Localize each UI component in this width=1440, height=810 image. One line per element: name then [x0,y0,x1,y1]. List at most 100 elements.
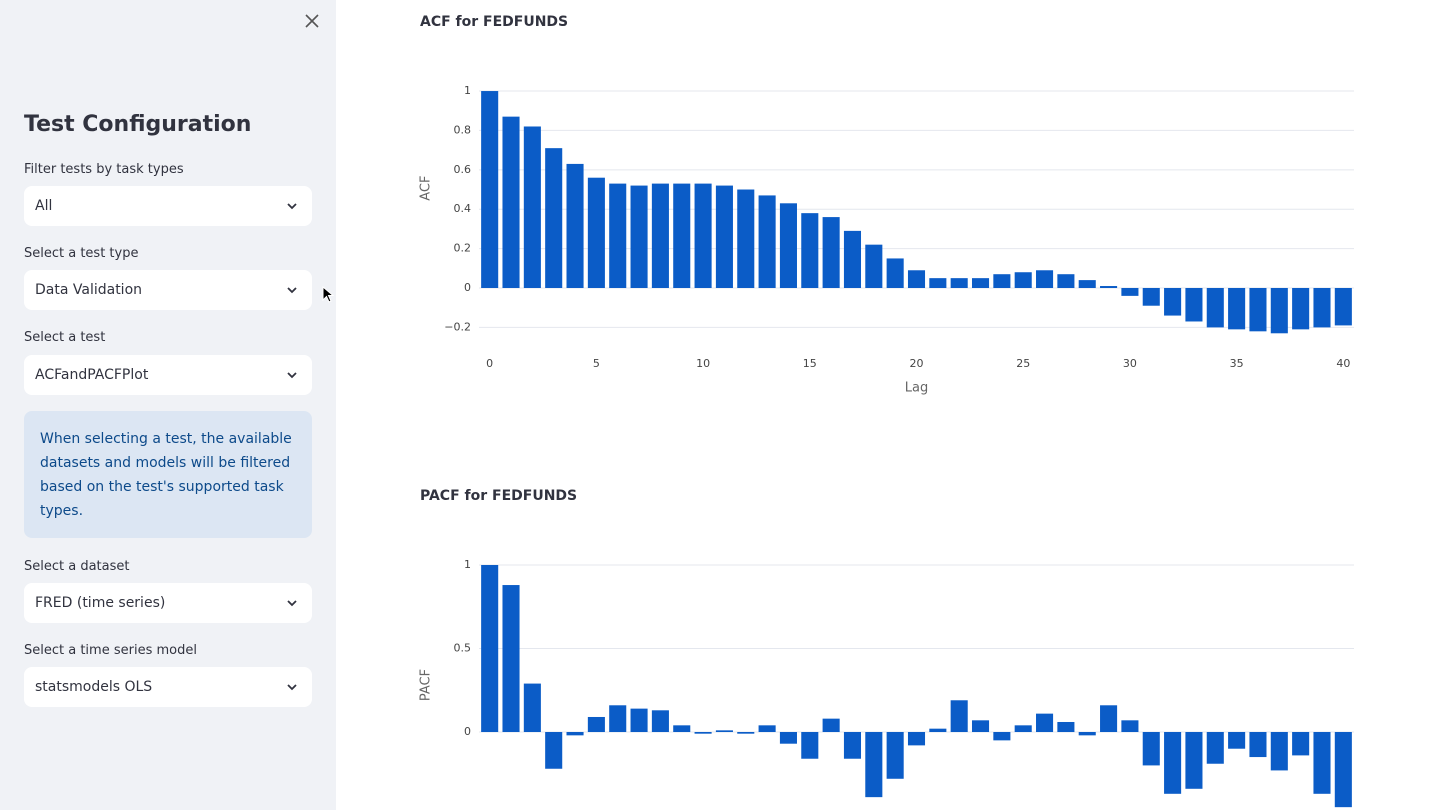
bar [566,732,584,736]
bar [630,185,648,288]
y-tick-label: 0.8 [454,123,472,136]
bar [1270,287,1288,334]
bar [523,683,541,733]
select-value: FRED (time series) [35,595,166,611]
field-label: Select a dataset [24,559,130,574]
y-tick-label: 1 [464,558,471,571]
bar [1121,287,1139,296]
close-button[interactable] [304,13,320,29]
select-value: statsmodels OLS [35,679,153,695]
bar [1249,287,1267,332]
bar [523,126,541,288]
bar [737,189,755,288]
y-tick-label: 0.4 [454,202,472,215]
bar [971,720,990,733]
bar [1036,713,1054,733]
bar [1313,287,1331,328]
bar [545,148,563,288]
bar [822,217,840,288]
bar [545,732,563,769]
info-box: When selecting a test, the available dat… [24,411,312,538]
bar [779,732,797,744]
y-tick-label: 0 [464,281,471,294]
select-box[interactable]: statsmodels OLS [24,667,312,707]
x-tick-label: 30 [1123,357,1137,370]
bar [1142,732,1160,766]
sidebar: Test Configuration Filter tests by task … [0,0,336,810]
x-tick-label: 20 [910,357,924,370]
select-box[interactable]: All [24,186,312,226]
bar [1313,732,1331,794]
bar [694,183,712,288]
select-box[interactable]: ACFandPACFPlot [24,355,312,395]
sidebar-title: Test Configuration [24,112,252,137]
bar [907,270,926,288]
y-tick-label: 0.5 [454,642,472,655]
y-tick-label: 1 [464,84,471,97]
charts: ACF for FEDFUNDS ACF Lag −0.2 0 0.2 0.4 0.6 0.8 1… [419,14,1354,808]
bar [1228,287,1246,330]
select-value: ACFandPACFPlot [35,367,149,383]
bar [886,258,904,288]
y-tick-label: −0.2 [444,320,471,333]
field-label: Select a test [24,330,106,345]
bar [1014,725,1032,733]
bar [950,700,968,733]
bar [1014,272,1032,288]
x-tick-label: 0 [486,357,493,370]
bar [481,565,499,733]
bar [1057,274,1075,288]
bar [651,710,669,733]
chart-title: ACF for FEDFUNDS [420,14,568,30]
bar [1142,287,1160,306]
bar [1206,287,1224,328]
bar [1057,721,1075,733]
select-box[interactable]: FRED (time series) [24,583,312,623]
bar [1078,280,1096,288]
bar [971,278,990,288]
bar [502,585,520,733]
bar [1100,286,1118,288]
bar [502,116,520,288]
x-tick-label: 10 [696,357,710,370]
bar [1292,287,1310,330]
bar [929,278,947,288]
bar [929,728,947,733]
mouse-cursor [322,286,334,303]
bar [481,91,499,288]
chevron [287,203,297,210]
bar [1228,732,1246,749]
bar [865,732,883,798]
bar [865,244,883,288]
bar [843,230,862,288]
y-tick-label: 0 [464,725,471,738]
bar [1078,732,1096,736]
chevron [287,372,297,379]
bar [1249,732,1267,758]
x-axis-label: Lag [905,381,928,396]
bar [566,163,584,288]
bar [950,278,968,288]
bar [587,716,605,733]
bar [758,725,776,733]
bar [715,185,733,288]
bar [694,732,712,734]
select-box[interactable]: Data Validation [24,270,312,310]
bar [673,725,691,733]
bar [609,183,627,288]
bar [886,732,904,779]
bar [587,177,605,288]
bar [737,732,755,734]
bar [779,203,797,288]
bar [1185,287,1203,322]
chevron [287,684,297,691]
bar [1036,270,1054,288]
y-axis-label: PACF [419,669,434,701]
field-label: Filter tests by task types [24,162,184,177]
bar [1334,287,1352,326]
bar [801,732,819,759]
bar [630,708,648,733]
bar [993,732,1011,741]
bar [1206,732,1224,764]
